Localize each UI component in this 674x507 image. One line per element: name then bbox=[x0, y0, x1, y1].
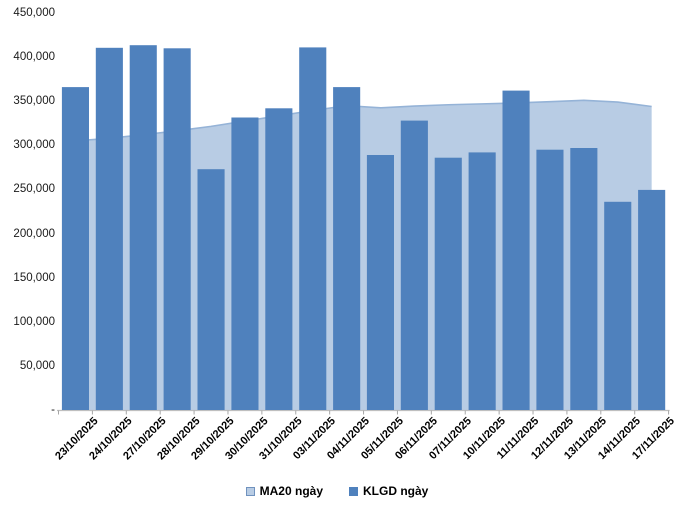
y-tick-label: 300,000 bbox=[13, 139, 55, 152]
ma20-area-swatch-icon bbox=[245, 486, 255, 496]
volume-bar bbox=[231, 117, 259, 410]
volume-bar bbox=[129, 45, 157, 410]
y-tick-label: 450,000 bbox=[13, 7, 55, 19]
y-tick-label: 150,000 bbox=[13, 271, 55, 284]
y-tick-label: 350,000 bbox=[13, 95, 55, 108]
y-tick-label: - bbox=[51, 404, 55, 416]
volume-bar bbox=[95, 47, 123, 411]
volume-bar bbox=[61, 87, 89, 410]
legend: MA20 ngày KLGD ngày bbox=[0, 481, 674, 501]
volume-bar bbox=[400, 120, 428, 410]
volume-bar bbox=[604, 201, 632, 410]
volume-bar bbox=[536, 149, 564, 410]
volume-bar bbox=[468, 152, 496, 410]
volume-bar bbox=[163, 48, 191, 411]
volume-bar bbox=[265, 108, 293, 411]
ma20-area bbox=[75, 100, 652, 410]
y-tick-label: 250,000 bbox=[13, 183, 55, 196]
volume-bar bbox=[299, 47, 327, 411]
y-tick-label: 100,000 bbox=[13, 315, 55, 328]
volume-bar bbox=[570, 148, 598, 410]
volume-bar bbox=[502, 90, 530, 410]
legend-item-ma20: MA20 ngày bbox=[245, 484, 323, 498]
volume-bar bbox=[366, 155, 394, 410]
volume-bar bbox=[333, 87, 361, 410]
y-tick-label: 400,000 bbox=[13, 51, 55, 64]
volume-bar bbox=[434, 157, 462, 410]
legend-label-ma20: MA20 ngày bbox=[259, 484, 323, 498]
legend-item-klgd: KLGD ngày bbox=[349, 484, 428, 498]
y-tick-label: 200,000 bbox=[13, 227, 55, 240]
legend-label-klgd: KLGD ngày bbox=[363, 484, 429, 498]
klgd-bar-swatch-icon bbox=[349, 486, 358, 496]
volume-bar bbox=[638, 189, 666, 410]
volume-bar bbox=[197, 169, 225, 410]
y-tick-label: 50,000 bbox=[19, 359, 55, 372]
